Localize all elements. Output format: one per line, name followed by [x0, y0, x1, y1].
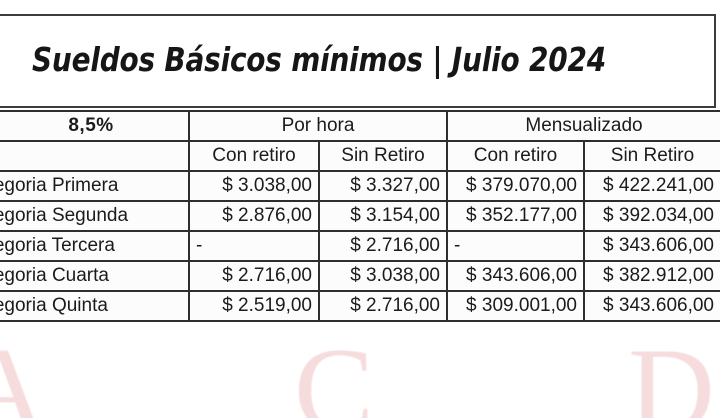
group-header-mensualizado: Mensualizado [446, 110, 720, 142]
group-header-por-hora: Por hora [188, 110, 448, 142]
table-row: ategoria Primera $ 3.038,00 $ 3.327,00 $… [0, 170, 720, 202]
table-group-header-row: 8,5% Por hora Mensualizado [0, 110, 720, 142]
row-category-label: ategoria Tercera [0, 230, 190, 262]
cell-mensual-con-retiro: $ 343.606,00 [446, 260, 585, 292]
subheader-hora-sin-retiro: Sin Retiro [318, 140, 448, 172]
subheader-mensual-sin-retiro: Sin Retiro [583, 140, 720, 172]
cell-hora-con-retiro: $ 2.519,00 [188, 290, 320, 322]
table-row: ategoria Tercera - $ 2.716,00 - $ 343.60… [0, 230, 720, 262]
table-sub-header-row: Con retiro Sin Retiro Con retiro Sin Ret… [0, 140, 720, 172]
cell-mensual-sin-retiro: $ 382.912,00 [583, 260, 720, 292]
cell-hora-con-retiro: - [188, 230, 320, 262]
watermark-text: A C D [0, 323, 715, 418]
cell-hora-sin-retiro: $ 2.716,00 [318, 230, 448, 262]
page-title: Sueldos Básicos mínimos | Julio 2024 [32, 40, 606, 79]
cell-mensual-con-retiro: $ 309.001,00 [446, 290, 585, 322]
row-category-label: ategoria Quinta [0, 290, 190, 322]
table-row: ategoria Segunda $ 2.876,00 $ 3.154,00 $… [0, 200, 720, 232]
row-category-label: ategoria Segunda [0, 200, 190, 232]
cell-mensual-con-retiro: $ 379.070,00 [446, 170, 585, 202]
cell-hora-con-retiro: $ 2.876,00 [188, 200, 320, 232]
subheader-mensual-con-retiro: Con retiro [446, 140, 585, 172]
cell-hora-con-retiro: $ 3.038,00 [188, 170, 320, 202]
cell-mensual-sin-retiro: $ 422.241,00 [583, 170, 720, 202]
corner-blank-cell [0, 140, 190, 172]
cell-hora-sin-retiro: $ 3.038,00 [318, 260, 448, 292]
salary-table: 8,5% Por hora Mensualizado Con retiro Si… [0, 110, 720, 322]
cell-hora-sin-retiro: $ 3.154,00 [318, 200, 448, 232]
row-category-label: ategoria Primera [0, 170, 190, 202]
cell-mensual-sin-retiro: $ 392.034,00 [583, 200, 720, 232]
cell-hora-sin-retiro: $ 3.327,00 [318, 170, 448, 202]
cell-hora-con-retiro: $ 2.716,00 [188, 260, 320, 292]
subheader-hora-con-retiro: Con retiro [188, 140, 320, 172]
increase-percentage-badge[interactable]: 8,5% [0, 110, 190, 142]
row-category-label: ategoria Cuarta [0, 260, 190, 292]
title-band: Sueldos Básicos mínimos | Julio 2024 [0, 14, 716, 108]
cell-mensual-sin-retiro: $ 343.606,00 [583, 230, 720, 262]
table-row: ategoria Cuarta $ 2.716,00 $ 3.038,00 $ … [0, 260, 720, 292]
cell-mensual-con-retiro: $ 352.177,00 [446, 200, 585, 232]
cell-hora-sin-retiro: $ 2.716,00 [318, 290, 448, 322]
cell-mensual-sin-retiro: $ 343.606,00 [583, 290, 720, 322]
table-row: ategoria Quinta $ 2.519,00 $ 2.716,00 $ … [0, 290, 720, 322]
cell-mensual-con-retiro: - [446, 230, 585, 262]
